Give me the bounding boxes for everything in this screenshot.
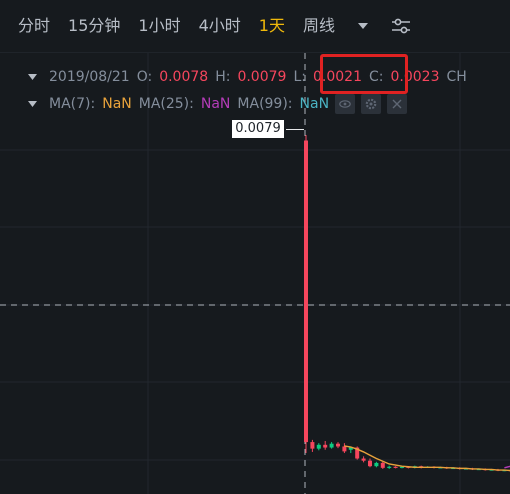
candle-body	[329, 443, 334, 448]
gear-icon[interactable]	[361, 94, 382, 114]
candles-group	[304, 135, 510, 472]
tab-1hour[interactable]: 1小时	[138, 16, 181, 35]
high-label: H:	[215, 69, 231, 85]
high-value: 0.0079	[237, 69, 287, 85]
ma25-value: NaN	[200, 96, 231, 112]
candle-body	[310, 442, 315, 449]
open-label: O:	[136, 69, 153, 85]
candle-body	[400, 466, 404, 468]
open-value: 0.0078	[159, 69, 209, 85]
ma7-line	[344, 445, 510, 472]
ma25-label: MA(25):	[138, 96, 194, 112]
candle-body	[355, 447, 360, 459]
max-price-tag: 0.0079	[232, 120, 284, 138]
candle-body	[380, 462, 385, 468]
close-label: C:	[368, 69, 384, 85]
sliders-icon[interactable]	[391, 17, 411, 35]
ma-row: MA(7): NaN MA(25): NaN MA(99): NaN	[0, 93, 510, 115]
candle-body	[304, 140, 308, 443]
collapse-caret-icon[interactable]	[28, 74, 37, 80]
close-value: 0.0023	[390, 69, 440, 85]
collapse-caret-icon[interactable]	[28, 101, 37, 107]
candle-body	[316, 444, 321, 449]
low-value-highlight	[320, 54, 408, 94]
tab-4hour[interactable]: 4小时	[198, 16, 241, 35]
caret-down-icon[interactable]	[357, 22, 369, 30]
ma7-value: NaN	[102, 96, 132, 112]
max-price-tag-line	[286, 129, 304, 130]
candle-body	[361, 458, 366, 461]
low-value: 0.0021	[312, 69, 362, 85]
close-icon[interactable]	[387, 94, 408, 114]
candle-body	[368, 460, 372, 467]
candle-body	[336, 443, 340, 447]
tab-15min[interactable]: 15分钟	[68, 16, 121, 35]
ma25-line	[504, 465, 510, 469]
tab-1day[interactable]: 1天	[258, 16, 285, 35]
eye-icon[interactable]	[335, 94, 356, 114]
interval-toolbar: 分时 15分钟 1小时 4小时 1天 周线	[0, 0, 510, 52]
candle-body	[387, 466, 392, 468]
toolbar-divider	[0, 52, 510, 53]
ma7-label: MA(7):	[49, 96, 96, 112]
candle-body	[342, 446, 347, 452]
tab-time-sharing[interactable]: 分时	[18, 16, 51, 35]
ohlc-row: 2019/08/21 O: 0.0078 H: 0.0079 L: 0.0021…	[0, 66, 510, 88]
candle-body	[393, 466, 398, 468]
tab-weekly[interactable]: 周线	[302, 16, 335, 35]
candle-body	[348, 447, 353, 450]
candle-body	[374, 462, 379, 467]
candle-body	[323, 444, 328, 448]
change-label: CH	[446, 69, 467, 85]
ma99-label: MA(99):	[237, 96, 293, 112]
ohlc-date: 2019/08/21	[49, 69, 130, 85]
low-label: L:	[293, 69, 306, 85]
ma99-value: NaN	[299, 96, 330, 112]
